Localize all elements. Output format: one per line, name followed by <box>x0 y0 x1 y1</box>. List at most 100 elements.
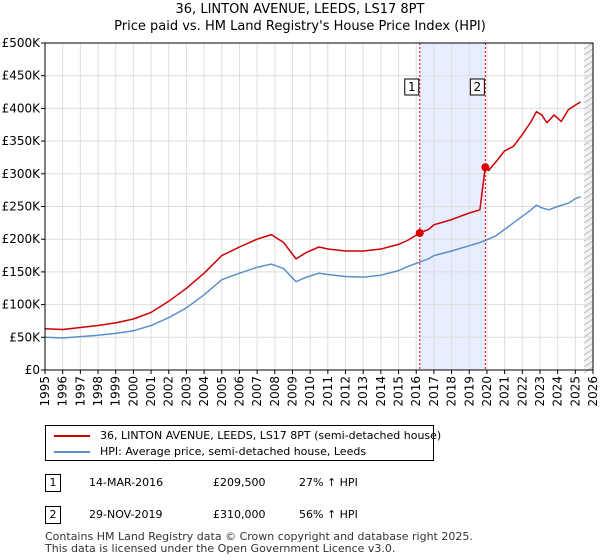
future-hatch <box>583 252 594 260</box>
x-tick-label: 2000 <box>126 376 140 407</box>
legend: 36, LINTON AVENUE, LEEDS, LS17 8PT (semi… <box>45 425 441 461</box>
y-tick-label: £450K <box>2 69 42 83</box>
y-tick-label: £200K <box>2 232 42 246</box>
x-tick-label: 2014 <box>374 376 388 407</box>
x-tick-label: 1998 <box>91 376 105 407</box>
future-hatch <box>583 282 594 290</box>
future-hatch <box>583 246 594 254</box>
y-tick-label: £150K <box>2 265 42 279</box>
future-hatch <box>583 174 594 182</box>
future-hatch <box>583 258 594 266</box>
x-tick-label: 2013 <box>356 376 370 407</box>
x-tick-label: 2018 <box>445 376 459 407</box>
future-hatch <box>583 324 594 332</box>
future-hatch <box>583 156 594 164</box>
future-hatch <box>583 222 594 230</box>
y-tick-label: £0 <box>25 363 40 377</box>
future-hatch <box>583 264 594 272</box>
x-tick-label: 2026 <box>586 376 600 407</box>
future-hatch <box>583 216 594 224</box>
x-tick-label: 2008 <box>268 376 282 407</box>
future-hatch <box>583 126 594 134</box>
y-tick-label: £250K <box>2 200 42 214</box>
chart-title: 36, LINTON AVENUE, LEEDS, LS17 8PT <box>175 2 425 17</box>
hpi-line <box>44 195 581 339</box>
sale-label-box <box>404 78 420 96</box>
future-hatch <box>583 228 594 236</box>
future-hatch <box>583 210 594 218</box>
future-hatch <box>583 150 594 158</box>
future-hatch <box>583 96 594 104</box>
y-tick-label: £500K <box>2 36 42 50</box>
future-hatch <box>583 84 594 92</box>
price-chart: 1 2 £0 £50K £100K £150K £200K £250K £300K £350K £4… <box>2 36 600 407</box>
transaction-hpi-diff: 56% ↑ HPI <box>299 508 358 521</box>
future-hatch <box>583 48 594 56</box>
footer-copyright: Contains HM Land Registry data © Crown c… <box>45 530 473 543</box>
y-tick-label: £350K <box>2 134 42 148</box>
legend-swatch-property <box>54 435 90 437</box>
x-tick-label: 2021 <box>498 376 512 407</box>
y-tick-label: £400K <box>2 101 42 115</box>
x-tick-label: 2017 <box>427 376 441 407</box>
x-tick-label: 1999 <box>109 376 123 407</box>
future-hatch <box>583 300 594 308</box>
x-tick-label: 2011 <box>321 376 335 407</box>
transaction-date: 29-NOV-2019 <box>89 508 163 521</box>
future-hatch <box>583 192 594 200</box>
future-hatch <box>583 78 594 86</box>
x-tick-label: 2025 <box>568 376 582 407</box>
future-hatch <box>583 234 594 242</box>
future-hatch <box>583 90 594 98</box>
x-tick-label: 2024 <box>551 376 565 407</box>
future-hatch <box>583 42 594 50</box>
future-hatch <box>583 180 594 188</box>
future-hatch <box>583 294 594 302</box>
future-hatch <box>583 186 594 194</box>
y-tick-label: £100K <box>2 298 42 312</box>
x-tick-label: 2012 <box>339 376 353 407</box>
y-tick-label: £50K <box>9 330 41 344</box>
x-tick-label: 2002 <box>162 376 176 407</box>
transaction-number: 2 <box>45 506 61 524</box>
future-hatch <box>583 360 594 368</box>
transaction-hpi-diff: 27% ↑ HPI <box>299 476 358 489</box>
transaction-price: £310,000 <box>213 508 266 521</box>
x-tick-label: 2003 <box>179 376 193 407</box>
legend-swatch-hpi <box>54 451 90 453</box>
future-hatch <box>583 120 594 128</box>
future-hatch <box>583 66 594 74</box>
x-tick-label: 1997 <box>73 376 87 407</box>
x-tick-label: 2005 <box>215 376 229 407</box>
transaction-price: £209,500 <box>213 476 266 489</box>
future-hatch <box>583 114 594 122</box>
future-hatch <box>583 60 594 68</box>
future-hatch <box>583 354 594 362</box>
x-tick-label: 2023 <box>533 376 547 407</box>
future-hatch <box>583 306 594 314</box>
x-tick-label: 2006 <box>232 376 246 407</box>
x-tick-label: 2009 <box>285 376 299 407</box>
future-hatch <box>583 54 594 62</box>
x-tick-label: 2001 <box>144 376 158 407</box>
x-tick-label: 2019 <box>462 376 476 407</box>
future-hatch <box>583 132 594 140</box>
x-tick-label: 2015 <box>392 376 406 407</box>
future-hatch <box>583 330 594 338</box>
x-tick-label: 2007 <box>250 376 264 407</box>
future-hatch <box>583 288 594 296</box>
future-hatch <box>583 318 594 326</box>
legend-label-property: 36, LINTON AVENUE, LEEDS, LS17 8PT (semi… <box>100 429 442 442</box>
sale-point <box>481 163 490 172</box>
sale-label: 2 <box>474 80 482 94</box>
future-hatch <box>583 108 594 116</box>
chart-subtitle: Price paid vs. HM Land Registry's House … <box>114 19 486 34</box>
future-hatch <box>583 276 594 284</box>
future-hatch <box>583 240 594 248</box>
x-tick-label: 2022 <box>515 376 529 407</box>
transaction-date: 14-MAR-2016 <box>89 476 164 489</box>
x-tick-label: 2004 <box>197 376 211 407</box>
property-price-line <box>44 101 581 331</box>
x-tick-label: 2010 <box>303 376 317 407</box>
future-hatch <box>583 348 594 356</box>
